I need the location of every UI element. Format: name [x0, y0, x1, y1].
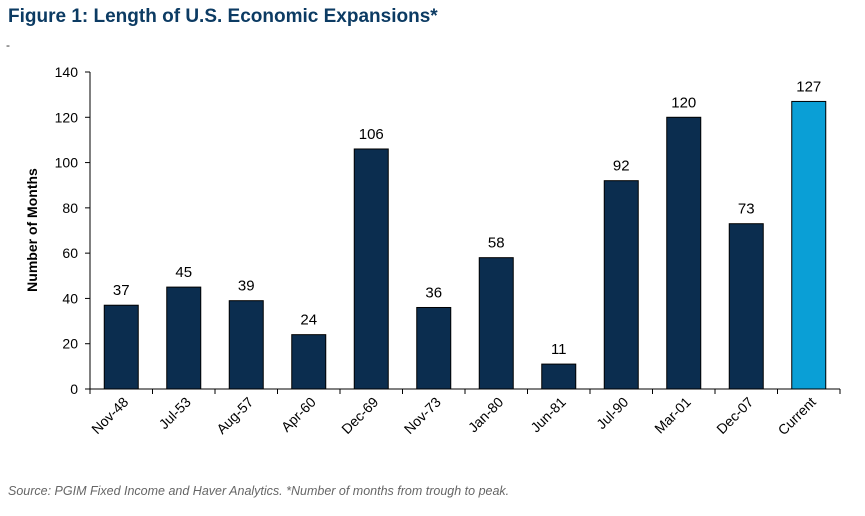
x-tick-label: Jun-81 — [527, 394, 569, 436]
data-label: 92 — [613, 158, 630, 175]
bar-apr-60 — [291, 334, 327, 390]
y-tick-label: 80 — [62, 200, 78, 216]
x-tick-label: Mar-01 — [651, 394, 694, 437]
x-tick-label: Apr-60 — [278, 394, 319, 435]
bar-nov-73 — [416, 306, 452, 390]
data-label: 73 — [738, 201, 755, 218]
data-label: 37 — [113, 282, 130, 299]
data-label: 24 — [300, 312, 317, 329]
bar-dec-07 — [728, 223, 764, 390]
x-tick-label: Nov-48 — [88, 394, 131, 437]
bar-jun-81 — [541, 363, 577, 390]
y-axis: 0 20 40 60 80 100 120 140 — [55, 64, 91, 397]
data-label: 45 — [175, 264, 192, 281]
data-label: 11 — [551, 341, 567, 358]
x-tick-label: Dec-69 — [338, 394, 381, 437]
source-note: Source: PGIM Fixed Income and Haver Anal… — [8, 484, 510, 498]
bar-jan-80 — [478, 257, 514, 390]
x-tick-label: Jan-80 — [465, 394, 507, 436]
data-label: 39 — [238, 278, 255, 295]
data-label: 36 — [425, 284, 442, 301]
bar-jul-53 — [166, 286, 202, 390]
bar-mar-01 — [666, 116, 702, 390]
data-label: 120 — [671, 94, 696, 111]
stray-dash: - — [6, 38, 10, 52]
y-tick-label: 20 — [62, 336, 78, 352]
y-tick-label: 0 — [70, 381, 78, 397]
y-axis-label: Number of Months — [24, 168, 40, 292]
bar-current — [791, 100, 827, 390]
data-label: 58 — [488, 235, 505, 252]
x-axis: Nov-48 Jul-53 Aug-57 Apr-60 Dec-69 Nov-73 Jan-… — [88, 388, 841, 438]
y-tick-label: 40 — [62, 290, 78, 306]
bar-dec-69 — [353, 148, 389, 390]
y-tick-label: 100 — [55, 155, 79, 171]
bar-chart: 0 20 40 60 80 100 120 140 Nov-48 Jul-53 Aug-57 Apr… — [24, 64, 841, 438]
x-tick-label: Nov-73 — [401, 394, 444, 437]
x-tick-label: Dec-07 — [713, 394, 756, 437]
bar-nov-48 — [103, 304, 139, 390]
data-labels: 37 45 39 24 106 36 58 11 92 120 73 127 — [113, 78, 821, 358]
x-tick-label: Jul-90 — [593, 394, 631, 432]
y-tick-label: 60 — [62, 245, 78, 261]
y-tick-label: 120 — [55, 109, 79, 125]
figure-title: Figure 1: Length of U.S. Economic Expans… — [8, 6, 438, 27]
data-label: 127 — [796, 78, 821, 95]
x-tick-label: Current — [775, 394, 819, 438]
bar-jul-90 — [603, 180, 639, 390]
data-label: 106 — [359, 126, 384, 143]
x-tick-label: Jul-53 — [156, 394, 194, 432]
x-tick-label: Aug-57 — [213, 394, 256, 437]
bar-aug-57 — [228, 300, 264, 390]
y-tick-label: 140 — [55, 64, 79, 80]
bars — [103, 100, 827, 390]
